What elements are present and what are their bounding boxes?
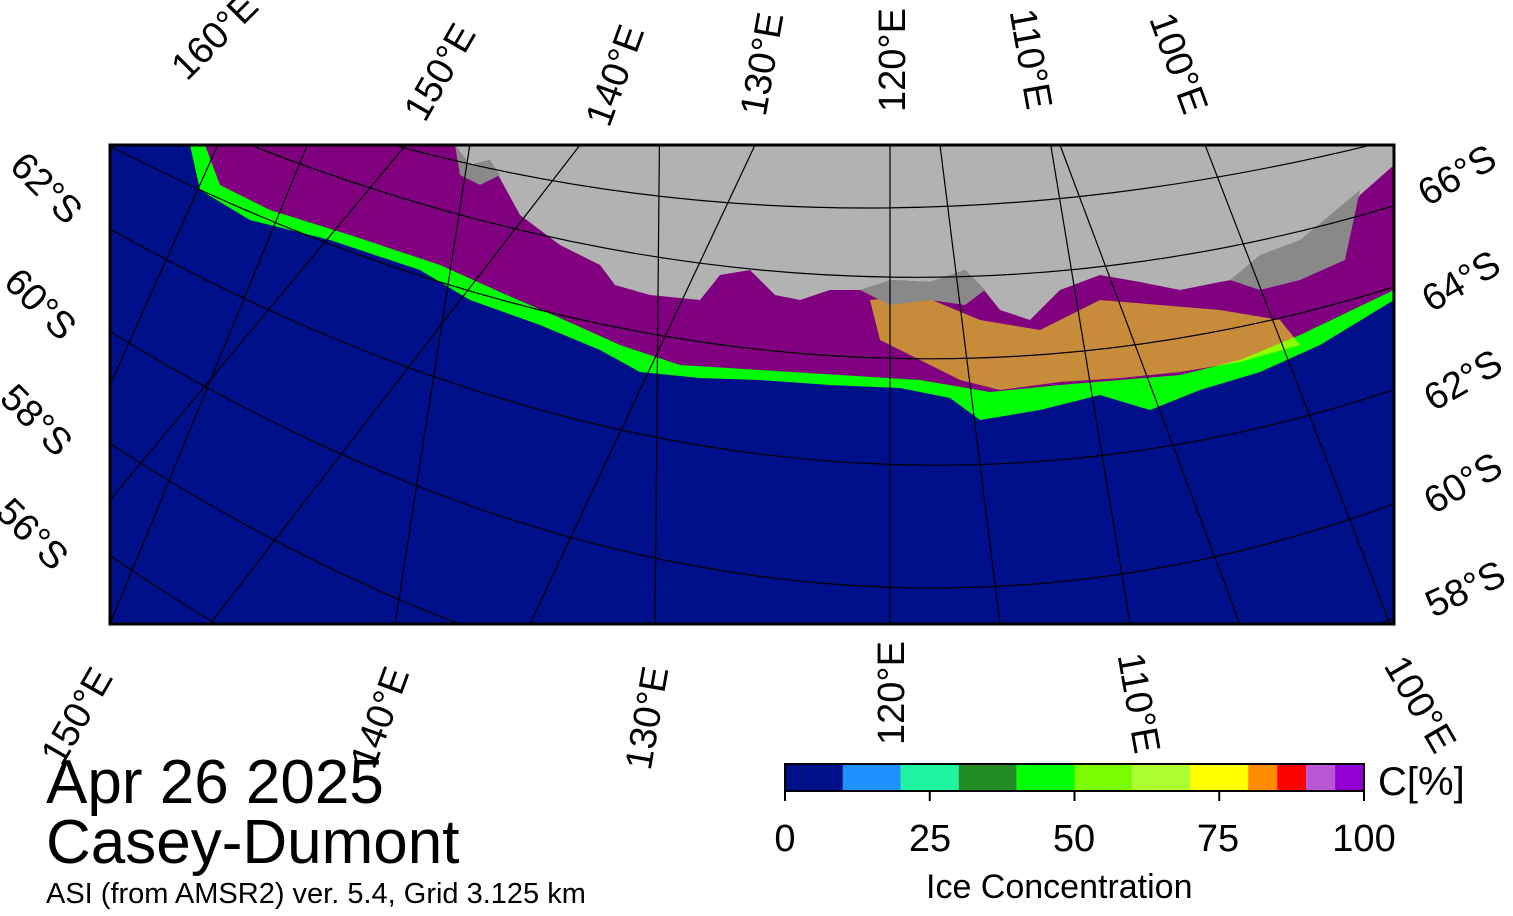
colorbar-bin — [785, 764, 843, 791]
colorbar-title: Ice Concentration — [926, 868, 1193, 906]
colorbar-bin — [1016, 764, 1075, 791]
meridian-line — [209, 145, 581, 624]
parallel-line — [110, 145, 1394, 360]
map-frame — [108, 143, 1396, 626]
colorbar-bin — [1074, 764, 1133, 791]
parallel-line — [110, 228, 1394, 466]
graticule — [110, 145, 1394, 624]
parallel-line — [391, 145, 1374, 209]
colorbar-bin — [958, 764, 1017, 791]
meridian-line — [110, 145, 219, 386]
colorbar-tick-label: 25 — [908, 818, 952, 860]
product-label: ASI (from AMSR2) ver. 5.4, Grid 3.125 km — [46, 878, 586, 910]
colorbar — [784, 763, 1365, 801]
colorbar-bin — [1248, 764, 1278, 791]
parallel-line — [110, 330, 1394, 589]
date-label: Apr 26 2025 — [46, 748, 384, 817]
region-label: Casey-Dumont — [46, 808, 460, 877]
colorbar-tick-label: 75 — [1196, 818, 1240, 860]
colorbar-bin — [1306, 764, 1336, 791]
top-lon-label-120e: 120°E — [872, 8, 914, 112]
sea-ice-mixed — [870, 295, 1300, 390]
colorbar-bin — [1190, 764, 1249, 791]
colorbar-tick-label: 100 — [1332, 818, 1396, 860]
meridian-line — [110, 145, 407, 501]
colorbar-unit-label: C[%] — [1378, 760, 1465, 804]
parallel-line — [110, 442, 1394, 624]
bottom-lon-label-120e: 120°E — [871, 641, 913, 745]
colorbar-tick-label: 0 — [774, 818, 796, 860]
antarctic-land — [455, 145, 1394, 320]
meridian-line — [939, 145, 1001, 624]
colorbar-bin — [1335, 764, 1364, 791]
colorbar-bin — [1277, 764, 1307, 791]
meridian-line — [110, 145, 308, 624]
colorbar-bin — [842, 764, 901, 791]
meridian-line — [1059, 145, 1241, 624]
colorbar-bin — [900, 764, 959, 791]
parallel-line — [248, 145, 1394, 278]
meridian-line — [1050, 145, 1131, 624]
colorbar-tick-label: 50 — [1052, 818, 1096, 860]
meridian-line — [529, 145, 756, 624]
meridian-line — [394, 145, 471, 624]
colorbar-bin — [1132, 764, 1191, 791]
meridian-line — [1204, 145, 1391, 624]
